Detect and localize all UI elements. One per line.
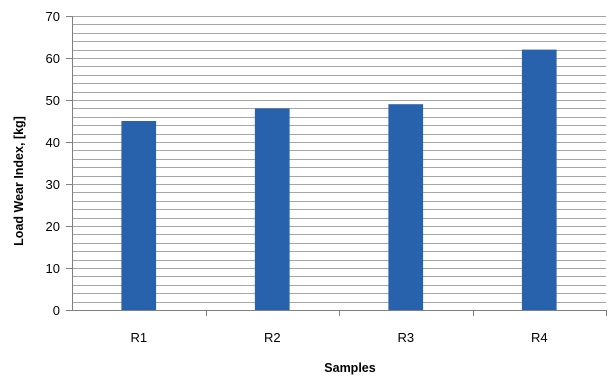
y-tick-label: 50 [46, 93, 60, 108]
axes [66, 16, 607, 316]
gridlines [72, 16, 606, 303]
x-tick-label: R3 [397, 330, 414, 345]
y-tick-label: 0 [53, 303, 60, 318]
y-tick-label: 20 [46, 219, 60, 234]
y-axis-title: Load Wear Index, [kg] [12, 116, 26, 246]
y-tick-label: 10 [46, 261, 60, 276]
bar-r2 [254, 108, 290, 311]
bars [121, 49, 557, 311]
y-tick-label: 40 [46, 135, 60, 150]
y-tick-labels: 0 10 20 30 40 50 60 70 [46, 9, 60, 318]
bar-r1 [121, 121, 157, 310]
bar-r3 [388, 104, 424, 310]
y-tick-label: 70 [46, 9, 60, 24]
y-tick-label: 60 [46, 51, 60, 66]
x-tick-label: R2 [264, 330, 281, 345]
x-axis-title: Samples [324, 361, 375, 375]
x-tick-labels: R1 R2 R3 R4 [130, 330, 547, 345]
y-tick-label: 30 [46, 177, 60, 192]
x-tick-label: R4 [531, 330, 548, 345]
x-tick-label: R1 [130, 330, 147, 345]
bar-r4 [521, 49, 557, 310]
